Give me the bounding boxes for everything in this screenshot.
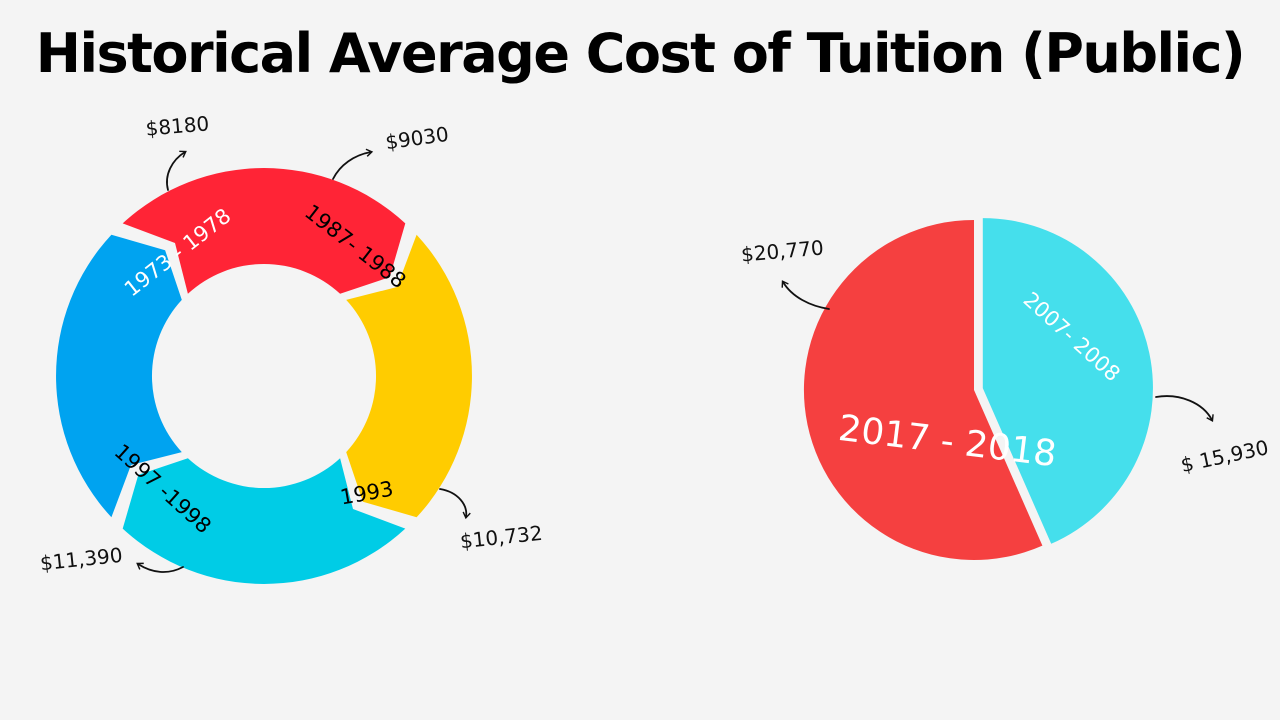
value-label-20770: $20,770 xyxy=(740,235,824,266)
ring-segment-1997-1998 xyxy=(56,234,182,518)
arrow-20770 xyxy=(781,280,830,310)
value-label-9030: $9030 xyxy=(384,122,450,155)
ring-segment-1973-1978 xyxy=(122,168,406,294)
arrow-11390 xyxy=(136,562,184,573)
ring-segment-1987-1988 xyxy=(346,234,472,518)
pie-slice-2017-2018 xyxy=(803,220,1043,560)
arrow-9030 xyxy=(332,148,374,180)
value-label-11390: $11,390 xyxy=(39,543,124,576)
pie-slice-2007-2008 xyxy=(982,218,1153,544)
ring-chart: 1973 - 1978 1987- 1988 1993 1997 -1998 $… xyxy=(39,111,544,584)
pie-chart: 2007- 2008 2017 - 2018 $ 15,930 $20,770 xyxy=(740,218,1271,560)
value-label-8180: $8180 xyxy=(145,111,210,140)
value-label-15930: $ 15,930 xyxy=(1178,435,1270,477)
ring-segment-1993 xyxy=(122,458,406,584)
arrow-8180 xyxy=(166,150,187,191)
arrow-10732 xyxy=(439,488,471,520)
page-title: Historical Average Cost of Tuition (Publ… xyxy=(35,22,1246,85)
arrow-15930 xyxy=(1155,395,1214,422)
value-label-10732: $10,732 xyxy=(459,521,544,554)
